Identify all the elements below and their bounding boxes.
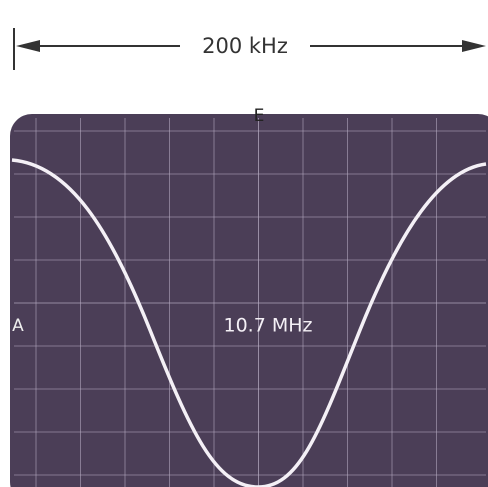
top-marker: E bbox=[254, 106, 265, 126]
trace bbox=[11, 158, 487, 487]
span-arrow bbox=[13, 28, 486, 70]
left-marker: A bbox=[12, 316, 24, 336]
span-label: 200 kHz bbox=[202, 34, 288, 58]
scope-screen bbox=[10, 114, 488, 487]
graticule bbox=[14, 118, 486, 487]
center-frequency: 10.7 MHz bbox=[224, 315, 313, 337]
